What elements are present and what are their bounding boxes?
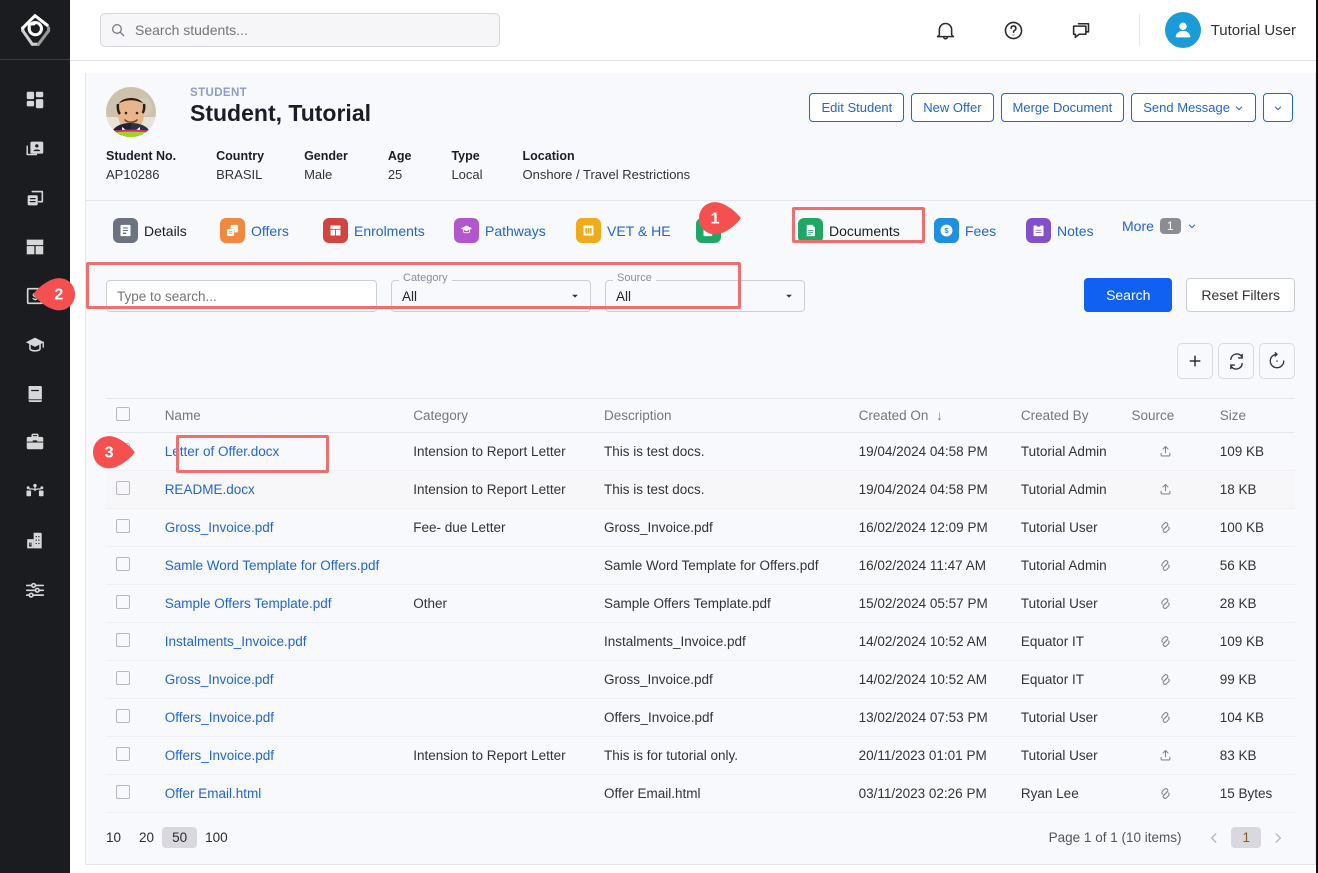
- svg-text:1: 1: [711, 209, 720, 227]
- svg-text:2: 2: [54, 285, 63, 303]
- svg-text:3: 3: [105, 443, 114, 461]
